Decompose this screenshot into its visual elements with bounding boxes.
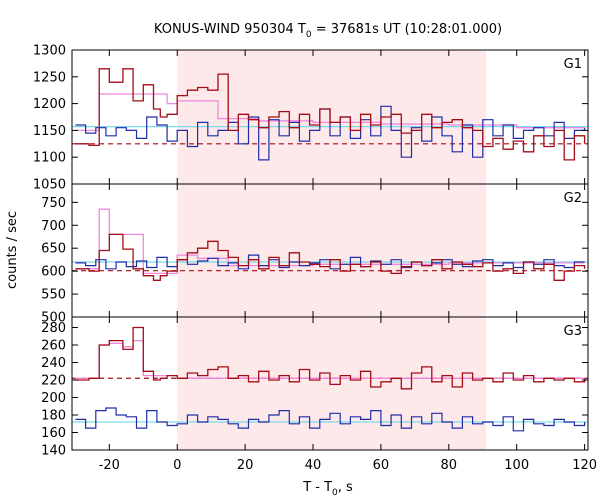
red-step-series <box>75 326 586 390</box>
y-tick-label: 260 <box>41 339 66 354</box>
blue-step-series <box>75 407 586 432</box>
y-tick-label: 200 <box>41 391 66 406</box>
panel-label: G1 <box>564 57 582 72</box>
x-tick-label: 40 <box>305 458 322 473</box>
x-tick-label: 0 <box>173 458 181 473</box>
y-tick-label: 280 <box>41 321 66 336</box>
y-tick-label: 1250 <box>33 70 66 85</box>
y-tick-label: 240 <box>41 356 66 371</box>
y-tick-label: 650 <box>41 242 66 257</box>
y-tick-label: 1300 <box>33 44 66 59</box>
y-tick-label: 1200 <box>33 97 66 112</box>
x-axis-label: T - T0, s <box>302 480 353 498</box>
x-tick-label: 100 <box>504 458 529 473</box>
x-tick-label: -20 <box>99 458 120 473</box>
red-step-series <box>75 233 586 281</box>
panel-g2: 500 550 600 650 700 750 G2 <box>41 183 589 326</box>
x-tick-label: 60 <box>373 458 390 473</box>
x-tick-label: 120 <box>572 458 597 473</box>
panel-g1: 1050 1100 1150 1200 1250 1300 G1 <box>33 44 589 193</box>
y-tick-label: 550 <box>41 288 66 303</box>
panel-label: G2 <box>564 191 582 206</box>
y-tick-label: 220 <box>41 374 66 389</box>
y-tick-label: 1150 <box>33 124 66 139</box>
panel-frame <box>71 316 589 451</box>
y-tick-label: 180 <box>41 409 66 424</box>
y-axis-label: counts / sec <box>5 211 20 289</box>
y-tick-label: 1100 <box>33 151 66 166</box>
panel-label: G3 <box>564 324 582 339</box>
y-tick-label: 160 <box>41 426 66 441</box>
y-tick-label: 750 <box>41 196 66 211</box>
y-tick-label: 140 <box>41 444 66 459</box>
panel-g3: 140 160 180 200 220 240 260 280 G3 <box>41 316 589 459</box>
x-tick-label: 80 <box>441 458 458 473</box>
y-tick-label: 1050 <box>33 178 66 193</box>
red-step-series <box>75 68 586 161</box>
y-tick-label: 500 <box>41 311 66 326</box>
blue-step-series <box>75 105 586 161</box>
y-tick-label: 600 <box>41 265 66 280</box>
y-tick-label: 700 <box>41 219 66 234</box>
chart-title: KONUS-WIND 950304 T0 = 37681s UT (10:28:… <box>154 22 502 40</box>
x-tick-label: 20 <box>237 458 254 473</box>
